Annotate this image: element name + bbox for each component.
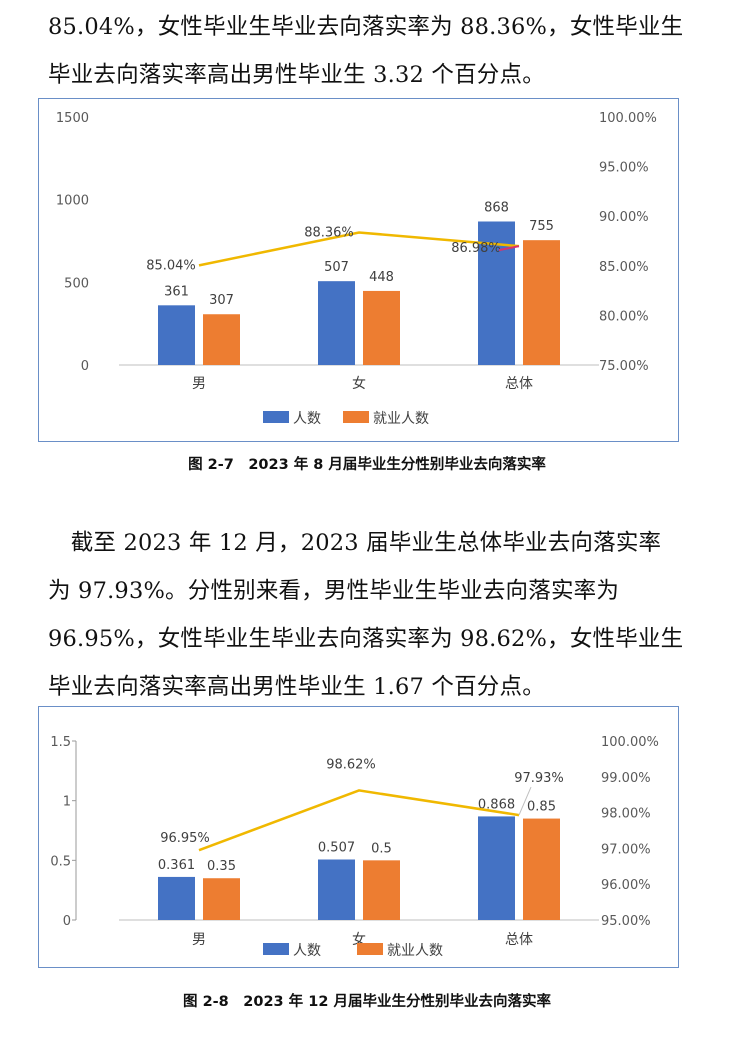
bar-value-label: 755: [529, 219, 554, 234]
paragraph-line: 85.04%，女性毕业生毕业去向落实率为 88.36%，女性毕业生: [48, 14, 684, 40]
bar-employed: [203, 314, 240, 365]
bar-value-label: 507: [324, 260, 349, 275]
bar-value-label: 868: [484, 200, 509, 215]
bar-value-label: 0.5: [371, 841, 392, 856]
rate-label-leader: [498, 245, 520, 252]
x-category-label: 总体: [505, 376, 533, 392]
y-tick-label: 1000: [56, 194, 89, 209]
y2-tick-label: 99.00%: [601, 771, 651, 786]
y2-tick-label: 90.00%: [599, 210, 649, 225]
x-category-label: 男: [192, 932, 206, 948]
bar-value-label: 0.85: [527, 800, 556, 815]
figure-2-7-caption: 图 2-7 2023 年 8 月届毕业生分性别毕业去向落实率: [188, 457, 546, 473]
rate-label: 88.36%: [304, 225, 354, 240]
paragraph-line: 截至 2023 年 12 月，2023 届毕业生总体毕业去向落实率: [48, 530, 662, 556]
bar-value-label: 0.507: [318, 840, 355, 855]
y2-tick-label: 100.00%: [601, 735, 659, 750]
paragraph-line: 96.95%，女性毕业生毕业去向落实率为 98.62%，女性毕业生: [48, 626, 684, 652]
y-tick-label: 500: [64, 276, 89, 291]
x-category-label: 总体: [505, 932, 533, 948]
chart-2-8-svg: 0 0.5 1 1.5 95.00% 96.00% 97.00% 98.00% 99.00% 10…: [50, 735, 659, 959]
y2-tick-label: 98.00%: [601, 807, 651, 822]
y2-tick-label: 97.00%: [601, 842, 651, 857]
bar-value-label: 307: [209, 293, 234, 308]
bar-headcount: [478, 816, 515, 920]
rate-label: 96.95%: [160, 831, 210, 846]
y-tick-label: 1500: [56, 111, 89, 126]
legend-swatch: [263, 411, 289, 423]
chart-figure-2-8: 0 0.5 1 1.5 95.00% 96.00% 97.00% 98.00% 99.00% 10…: [38, 706, 679, 968]
bar-headcount: [158, 876, 195, 920]
bar-value-label: 0.361: [158, 858, 195, 873]
rate-line: [198, 789, 520, 852]
y2-tick-label: 85.00%: [599, 260, 649, 275]
bar-value-label: 0.868: [478, 797, 515, 812]
bar-headcount: [158, 305, 195, 365]
paragraph-line: 毕业去向落实率高出男性毕业生 3.32 个百分点。: [48, 62, 545, 88]
bar-value-label: 448: [369, 270, 394, 285]
bar-headcount: [318, 281, 355, 365]
bar-headcount: [318, 859, 355, 920]
bar-employed: [523, 818, 560, 920]
y2-tick-label: 80.00%: [599, 309, 649, 324]
rate-label: 86.98%: [451, 241, 501, 256]
legend-swatch: [357, 943, 383, 955]
paragraph-line: 为 97.93%。分性别来看，男性毕业生毕业去向落实率为: [48, 578, 620, 604]
y2-tick-label: 95.00%: [601, 914, 651, 929]
rate-line: [198, 231, 520, 267]
y-tick-label: 1.5: [50, 735, 71, 750]
bar-employed: [363, 860, 400, 920]
figure-2-8-caption: 图 2-8 2023 年 12 月届毕业生分性别毕业去向落实率: [183, 994, 551, 1010]
rate-label: 97.93%: [514, 771, 564, 786]
y-tick-label: 0: [81, 359, 89, 374]
bar-employed: [523, 240, 560, 365]
x-category-label: 女: [352, 375, 366, 392]
rate-label-leader: [518, 786, 532, 816]
paragraph-line: 毕业去向落实率高出男性毕业生 1.67 个百分点。: [48, 674, 545, 700]
legend-label: 人数: [293, 411, 321, 427]
y2-tick-label: 75.00%: [599, 359, 649, 374]
paragraph-2: 截至 2023 年 12 月，2023 届毕业生总体毕业去向落实率 为 97.9…: [48, 532, 688, 712]
y2-tick-label: 100.00%: [599, 111, 657, 126]
rate-label: 98.62%: [326, 757, 376, 772]
legend-label: 就业人数: [387, 943, 443, 959]
chart-2-7-svg: 0 500 1000 1500 75.00% 80.00% 85.00% 90.00% 95.0…: [56, 111, 657, 427]
y-tick-label: 0: [63, 914, 71, 929]
paragraph-1: 85.04%，女性毕业生毕业去向落实率为 88.36%，女性毕业生 毕业去向落实…: [48, 16, 688, 88]
bar-employed: [203, 878, 240, 920]
rate-label: 85.04%: [146, 258, 196, 273]
y2-tick-label: 95.00%: [599, 161, 649, 176]
y2-tick-label: 96.00%: [601, 878, 651, 893]
legend-swatch: [263, 943, 289, 955]
bar-value-label: 361: [164, 284, 189, 299]
bar-employed: [363, 290, 400, 365]
x-category-label: 男: [192, 376, 206, 392]
legend-label: 就业人数: [373, 411, 429, 427]
legend-label: 人数: [293, 943, 321, 959]
legend-swatch: [343, 411, 369, 423]
bar-value-label: 0.35: [207, 859, 236, 874]
y-tick-label: 1: [63, 795, 71, 810]
chart-figure-2-7: 0 500 1000 1500 75.00% 80.00% 85.00% 90.00% 95.0…: [38, 98, 679, 442]
y-tick-label: 0.5: [50, 854, 71, 869]
